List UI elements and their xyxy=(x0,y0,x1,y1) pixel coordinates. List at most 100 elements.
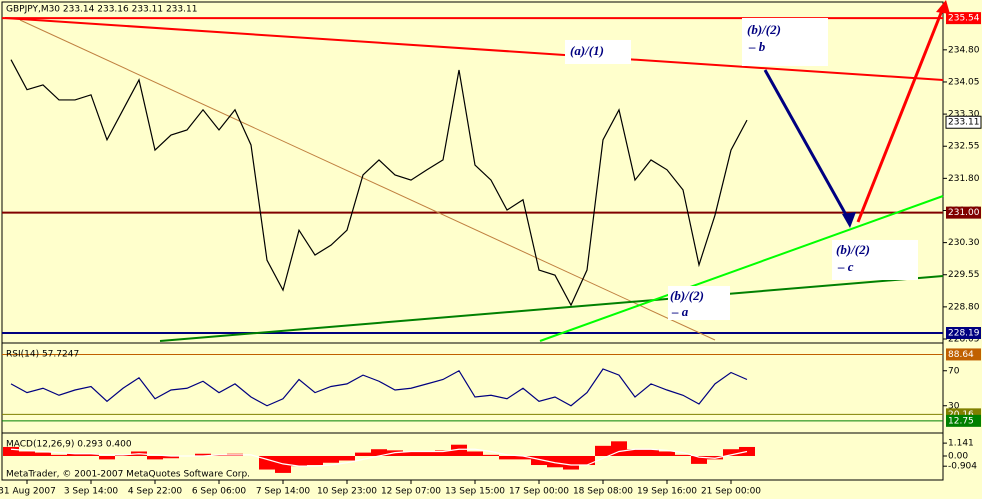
level-label: 231.00 xyxy=(948,208,980,218)
annotation: – b xyxy=(748,39,766,54)
histogram-bar xyxy=(659,451,675,456)
trend-lines xyxy=(4,0,950,342)
annotation: – a xyxy=(671,304,689,319)
x-tick-label: 19 Sep 16:00 xyxy=(637,487,697,497)
histogram-bar xyxy=(259,455,275,470)
histogram-bar xyxy=(627,449,643,456)
y-tick-label: 233.30 xyxy=(948,110,980,120)
x-tick-label: 13 Sep 15:00 xyxy=(445,487,505,497)
level-label: 88.64 xyxy=(948,350,974,360)
histogram-bar xyxy=(531,455,547,466)
current-price-box xyxy=(945,115,982,129)
y-tick-label: 234.05 xyxy=(948,77,980,87)
histogram-bar xyxy=(67,453,83,456)
histogram-bar xyxy=(595,445,611,456)
level-label-box xyxy=(946,414,981,427)
annotation: (a)/(1) xyxy=(570,43,604,58)
histogram-bar xyxy=(451,444,467,456)
x-tick-label: 21 Sep 00:00 xyxy=(701,487,761,497)
y-tick-label: 230.30 xyxy=(948,238,980,248)
histogram-bar xyxy=(675,454,691,456)
trend-line xyxy=(539,195,944,342)
y-tick-label: 231.80 xyxy=(948,174,980,184)
y-tick-label: 1.141 xyxy=(948,439,974,449)
signal-line xyxy=(10,448,748,467)
arrow xyxy=(763,69,852,223)
x-tick-label: 12 Sep 07:00 xyxy=(381,487,441,497)
x-tick-label: 18 Sep 08:00 xyxy=(573,487,633,497)
histogram-bar xyxy=(579,455,595,466)
price-line xyxy=(10,368,748,407)
annotation: (b)/(2) – c xyxy=(832,240,918,280)
histogram-bar xyxy=(643,449,659,456)
histogram-bar xyxy=(163,455,179,459)
histogram-bar xyxy=(371,449,387,456)
rsi-title: RSI(14) 57.7247 xyxy=(6,350,79,360)
plot-frame xyxy=(1,1,944,481)
annotation-box xyxy=(668,286,730,320)
level-label: 235.54 xyxy=(948,14,980,24)
y-tick-label: 232.55 xyxy=(948,142,980,152)
trend-line xyxy=(159,275,944,342)
level-label: 228.19 xyxy=(948,329,980,339)
histogram-bar xyxy=(307,455,323,466)
chart-title: GBPJPY,M30 233.14 233.16 233.11 233.11 xyxy=(6,5,197,15)
histogram-bar xyxy=(83,453,99,456)
histogram-bar xyxy=(467,451,483,456)
y-tick-label: 0.00 xyxy=(948,451,968,461)
current-price: 233.11 xyxy=(948,118,980,128)
histogram-bar xyxy=(19,451,35,456)
histogram-bar xyxy=(419,451,435,456)
macd-title: MACD(12,26,9) 0.293 0.400 xyxy=(6,440,132,450)
histogram-bar xyxy=(3,446,19,456)
x-tick-label: 7 Sep 14:00 xyxy=(256,487,311,497)
annotation-box xyxy=(832,240,918,280)
histogram-bar xyxy=(499,455,515,460)
y-tick-label: 70 xyxy=(948,366,960,376)
histogram-bar xyxy=(563,455,579,470)
annotation-box xyxy=(565,40,631,64)
y-tick-label: 228.05 xyxy=(948,335,980,345)
histogram-bar xyxy=(515,455,531,460)
histogram-bar xyxy=(195,453,211,456)
x-tick-label: 10 Sep 23:00 xyxy=(317,487,377,497)
histogram-bar xyxy=(435,450,451,456)
histogram-bar xyxy=(323,455,339,463)
annotation: (b)/(2) xyxy=(836,242,870,257)
annotation: (b)/(2) – a xyxy=(668,286,730,320)
histogram-bar xyxy=(691,455,707,464)
x-tick-label: 3 Sep 14:00 xyxy=(64,487,119,497)
histogram-bar xyxy=(403,451,419,456)
level-label-box xyxy=(946,327,981,340)
trend-line xyxy=(4,17,944,81)
price-line xyxy=(10,59,748,307)
y-tick-label: 234.80 xyxy=(948,45,980,55)
watermark: MetaTrader, © 2001-2007 MetaQuotes Softw… xyxy=(6,470,250,480)
histogram-bar xyxy=(547,455,563,468)
histogram-bar xyxy=(35,452,51,456)
level-label: 12.75 xyxy=(948,416,974,426)
level-label-box xyxy=(946,206,981,219)
x-tick-label: 17 Sep 00:00 xyxy=(509,487,569,497)
histogram-bar xyxy=(339,455,355,461)
level-label-box xyxy=(946,348,981,361)
y-tick-label: 30 xyxy=(948,401,960,411)
annotation-box xyxy=(742,18,828,66)
histogram-bar xyxy=(355,452,371,456)
histogram-bar xyxy=(147,455,163,460)
histogram-bar xyxy=(723,449,739,456)
y-tick-label: -0.904 xyxy=(948,462,977,472)
x-tick-label: 6 Sep 06:00 xyxy=(192,487,247,497)
histogram-bar xyxy=(483,454,499,456)
level-label-box xyxy=(946,12,981,25)
histogram-bar xyxy=(99,455,115,460)
annotation: (b)/(2) xyxy=(747,22,781,37)
histogram-bar xyxy=(611,441,627,456)
x-tick-label: 4 Sep 22:00 xyxy=(128,487,183,497)
arrow-head xyxy=(842,212,856,228)
x-tick-label: 31 Aug 2007 xyxy=(0,487,56,497)
annotation: (b)/(2) – b xyxy=(742,18,828,66)
histogram-bar xyxy=(51,454,67,456)
